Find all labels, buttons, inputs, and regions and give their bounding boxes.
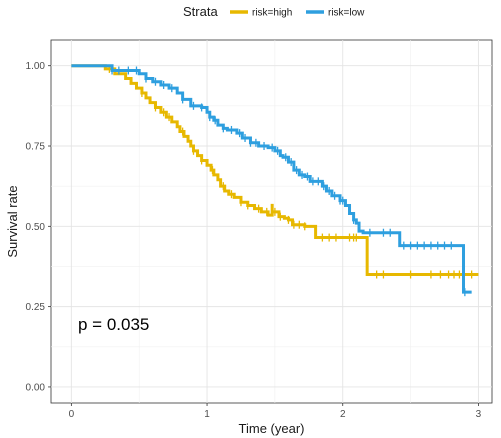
- series-risk-high: [71, 64, 479, 279]
- y-axis: 0.00 0.25 0.50 0.75 1.00: [26, 61, 51, 393]
- x-axis-title: Time (year): [239, 421, 305, 436]
- survival-curve-risk-high: [71, 64, 479, 277]
- legend: Strata risk=high risk=low: [183, 4, 365, 19]
- x-tick-label: 2: [340, 409, 346, 420]
- y-axis-title: Survival rate: [5, 185, 20, 257]
- x-tick-label: 3: [476, 409, 482, 420]
- plot-panel: [50, 39, 493, 404]
- survival-curve-risk-low: [71, 64, 472, 294]
- series-layer: [71, 64, 479, 297]
- x-tick-label: 1: [204, 409, 210, 420]
- p-value-annotation: p = 0.035: [78, 315, 149, 334]
- y-tick-label: 0.25: [26, 302, 46, 313]
- x-tick-label: 0: [69, 409, 75, 420]
- legend-title: Strata: [183, 4, 218, 19]
- legend-label-risk-high: risk=high: [252, 8, 292, 19]
- y-tick-label: 0.75: [26, 142, 46, 153]
- grid-lines: [51, 40, 492, 403]
- series-risk-low: [71, 64, 472, 297]
- legend-label-risk-low: risk=low: [328, 8, 365, 19]
- y-tick-label: 1.00: [26, 61, 46, 72]
- y-tick-label: 0.50: [26, 222, 46, 233]
- legend-entries: risk=high risk=low: [230, 8, 365, 19]
- y-tick-label: 0.00: [26, 382, 46, 393]
- x-axis: 0 1 2 3: [69, 403, 482, 420]
